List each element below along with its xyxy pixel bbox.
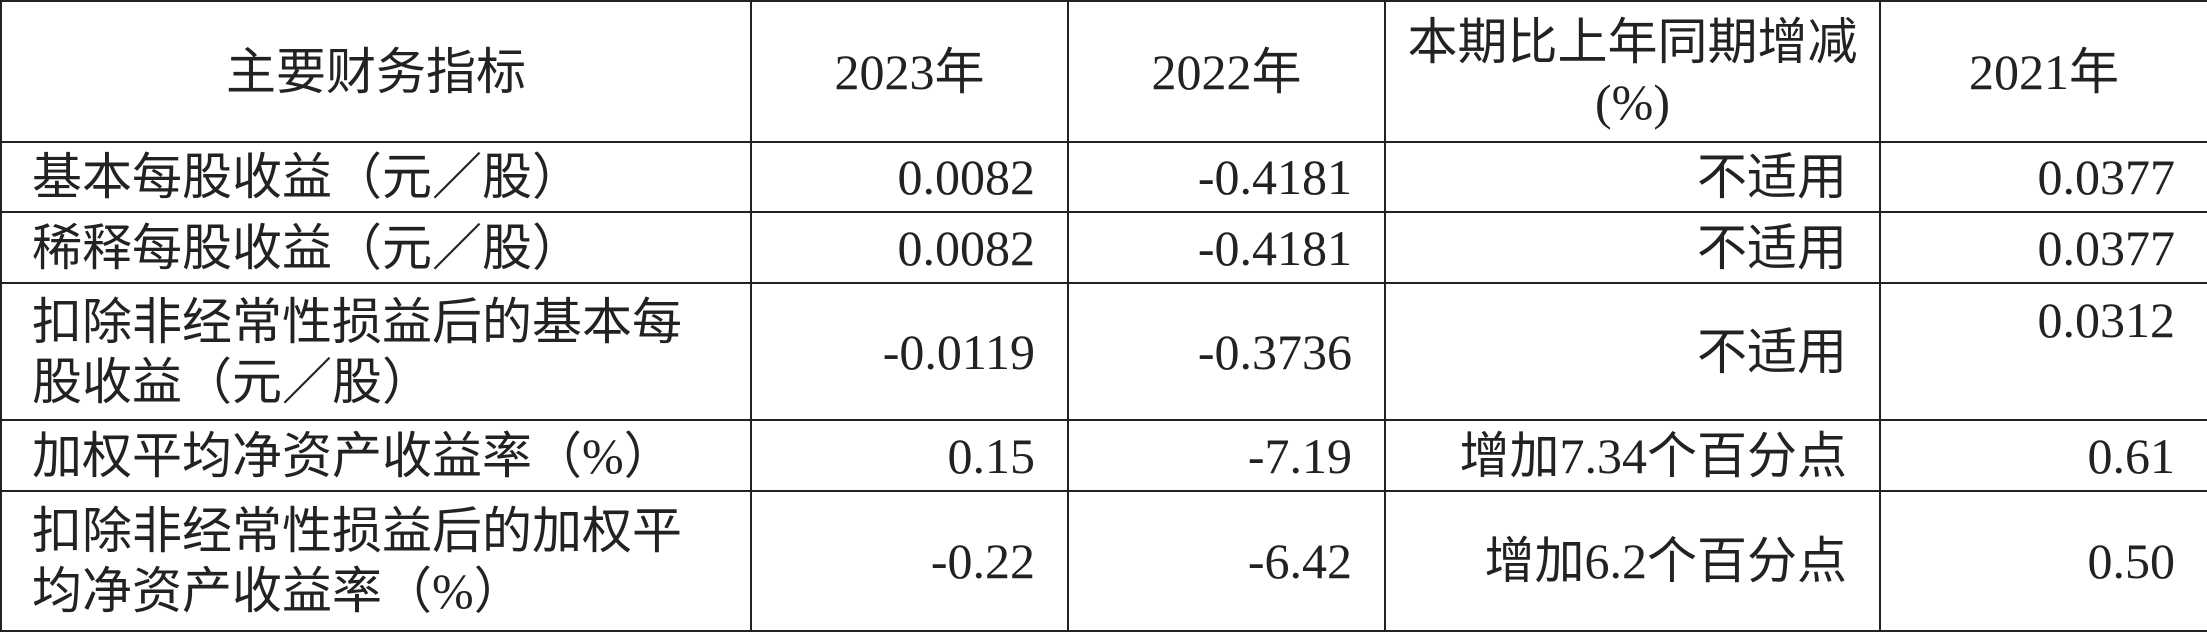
- cell: 不适用: [1384, 211, 1881, 284]
- table-body: 基本每股收益（元／股） 0.0082 -0.4181 不适用 0.0377 稀释每股收益（…: [0, 141, 2207, 632]
- row-label: 扣除非经常性损益后的基本每股收益（元／股）: [0, 282, 752, 421]
- cell: 0.50: [1879, 490, 2207, 632]
- header-cell: 2022年: [1067, 0, 1386, 143]
- table-header: 主要财务指标 2023年 2022年 本期比上年同期增减(%) 2021年: [0, 0, 2207, 143]
- cell: 不适用: [1384, 141, 1881, 213]
- cell: 0.61: [1879, 419, 2207, 492]
- header-cell: 2023年: [750, 0, 1069, 143]
- cell: -0.22: [750, 490, 1069, 632]
- row-label: 加权平均净资产收益率（%）: [0, 419, 752, 492]
- table-row: 稀释每股收益（元／股） 0.0082 -0.4181 不适用 0.0377: [0, 211, 2207, 284]
- cell: -6.42: [1067, 490, 1386, 632]
- table-row: 扣除非经常性损益后的基本每股收益（元／股） -0.0119 -0.3736 不适用 0.…: [0, 282, 2207, 421]
- cell: 0.0377: [1879, 211, 2207, 284]
- cell: -0.4181: [1067, 141, 1386, 213]
- cell: 0.15: [750, 419, 1069, 492]
- table-row: 扣除非经常性损益后的加权平均净资产收益率（%） -0.22 -6.42 增加6.2个百…: [0, 490, 2207, 632]
- row-label: 稀释每股收益（元／股）: [0, 211, 752, 284]
- header-cell: 本期比上年同期增减(%): [1384, 0, 1881, 143]
- header-cell: 主要财务指标: [0, 0, 752, 143]
- cell: 0.0082: [750, 211, 1069, 284]
- cell: -0.3736: [1067, 282, 1386, 421]
- header-cell: 2021年: [1879, 0, 2207, 143]
- cell: 0.0377: [1879, 141, 2207, 213]
- header-row: 主要财务指标 2023年 2022年 本期比上年同期增减(%) 2021年: [0, 0, 2207, 143]
- cell: 增加6.2个百分点: [1384, 490, 1881, 632]
- table-row: 基本每股收益（元／股） 0.0082 -0.4181 不适用 0.0377: [0, 141, 2207, 213]
- cell: 0.0082: [750, 141, 1069, 213]
- table-row: 加权平均净资产收益率（%） 0.15 -7.19 增加7.34个百分点 0.61: [0, 419, 2207, 492]
- cell: -0.0119: [750, 282, 1069, 421]
- cell: 0.0312: [1879, 282, 2207, 421]
- cell: 增加7.34个百分点: [1384, 419, 1881, 492]
- cell: -0.4181: [1067, 211, 1386, 284]
- cell: 不适用: [1384, 282, 1881, 421]
- row-label: 基本每股收益（元／股）: [0, 141, 752, 213]
- cell: -7.19: [1067, 419, 1386, 492]
- row-label: 扣除非经常性损益后的加权平均净资产收益率（%）: [0, 490, 752, 632]
